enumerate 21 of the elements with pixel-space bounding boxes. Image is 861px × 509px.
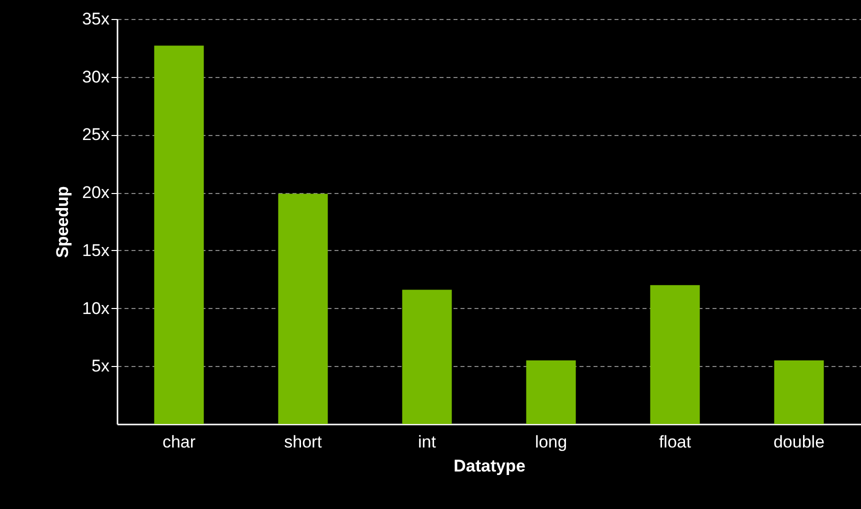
bar xyxy=(402,290,452,424)
y-tick-label: 10x xyxy=(82,298,110,318)
x-tick-label: float xyxy=(658,432,692,452)
bar xyxy=(278,194,328,424)
x-tick-label: char xyxy=(162,432,196,452)
x-axis-title: Datatype xyxy=(454,456,526,476)
y-tick-label: 15x xyxy=(82,240,110,260)
bar xyxy=(154,46,204,424)
y-tick-label: 25x xyxy=(82,125,110,144)
x-tick-label: long xyxy=(534,432,568,452)
bar xyxy=(650,285,700,424)
y-tick-label: 5x xyxy=(92,356,110,376)
y-axis-title: Speedup xyxy=(53,186,72,258)
y-tick-label: 20x xyxy=(82,183,110,202)
y-tick-label: 35x xyxy=(82,10,110,28)
x-tick-label: short xyxy=(284,432,322,452)
bar xyxy=(774,360,824,424)
x-tick-label: double xyxy=(773,432,825,452)
x-tick-label: int xyxy=(418,432,436,452)
bar xyxy=(526,360,576,424)
y-tick-label: 30x xyxy=(82,67,110,86)
